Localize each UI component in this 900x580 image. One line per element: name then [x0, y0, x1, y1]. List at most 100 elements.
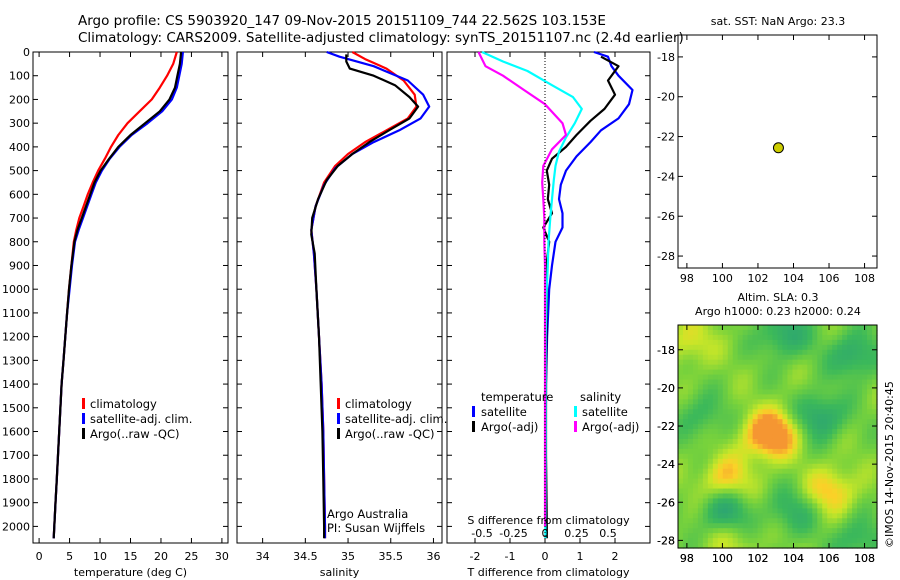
heatmap-cell: [822, 448, 828, 455]
heatmap-cell: [697, 344, 704, 351]
heatmap-cell: [687, 334, 694, 341]
heatmap-cell: [792, 523, 798, 529]
heatmap-cell: [767, 434, 774, 440]
heatmap-cell: [832, 354, 838, 361]
heatmap-cell: [842, 339, 848, 346]
heatmap-cell: [717, 434, 724, 440]
heatmap-cell: [692, 523, 699, 529]
heatmap-cell: [697, 483, 704, 490]
heatmap-cell: [822, 399, 828, 405]
heatmap-cell: [727, 434, 734, 440]
heatmap-cell: [777, 458, 784, 465]
heatmap-cell: [727, 354, 734, 361]
heatmap-cell: [822, 344, 828, 351]
heatmap-cell: [782, 359, 789, 366]
heatmap-cell: [812, 424, 818, 430]
heatmap-cell: [817, 419, 823, 425]
heatmap-cell: [702, 478, 709, 485]
heatmap-cell: [702, 488, 709, 495]
heatmap-cell: [817, 468, 823, 475]
heatmap-cell: [737, 538, 744, 544]
heatmap-cell: [812, 518, 818, 524]
heatmap-cell: [747, 374, 754, 381]
heatmap-cell: [697, 429, 704, 435]
heatmap-cell: [847, 483, 853, 490]
heatmap-cell: [762, 325, 769, 331]
heatmap-cell: [847, 543, 853, 549]
heatmap-cell: [697, 389, 704, 395]
heatmap-cell: [857, 458, 863, 465]
heatmap-cell: [777, 508, 784, 514]
heatmap-cell: [717, 528, 724, 534]
heatmap-cell: [802, 344, 808, 351]
heatmap-cell: [782, 448, 789, 455]
heatmap-cell: [862, 533, 868, 539]
heatmap-cell: [802, 468, 808, 475]
heatmap-cell: [717, 394, 724, 400]
x-tick-label: 108: [854, 552, 875, 565]
heatmap-cell: [847, 369, 853, 376]
heatmap-cell: [722, 438, 729, 445]
heatmap-cell: [747, 453, 754, 460]
heatmap-cell: [762, 394, 769, 400]
heatmap-cell: [797, 533, 803, 539]
heatmap-cell: [847, 458, 853, 465]
heatmap-cell: [727, 438, 734, 445]
heatmap-cell: [757, 349, 764, 356]
heatmap-cell: [697, 404, 704, 410]
heatmap-cell: [712, 528, 719, 534]
heatmap-cell: [862, 488, 868, 495]
x-tick-label: 30: [215, 550, 229, 563]
heatmap-cell: [722, 379, 729, 386]
heatmap-cell: [682, 458, 689, 465]
heatmap-cell: [782, 503, 789, 509]
heatmap-cell: [747, 369, 754, 376]
heatmap-cell: [787, 538, 794, 544]
heatmap-cell: [852, 473, 858, 480]
heatmap-cell: [727, 329, 734, 336]
heatmap-cell: [678, 384, 684, 391]
figure-title-line2: Climatology: CARS2009. Satellite-adjuste…: [78, 30, 684, 46]
heatmap-cell: [827, 379, 833, 386]
heatmap-cell: [812, 369, 818, 376]
heatmap-cell: [757, 473, 764, 480]
heatmap-cell: [752, 325, 759, 331]
heatmap-cell: [752, 473, 759, 480]
heatmap-cell: [702, 369, 709, 376]
heatmap-cell: [872, 513, 878, 519]
heatmap-cell: [802, 424, 808, 430]
heatmap-cell: [692, 414, 699, 420]
credit-line2: PI: Susan Wijffels: [327, 521, 425, 535]
heatmap-cell: [867, 414, 873, 420]
heatmap-cell: [802, 394, 808, 400]
heatmap-cell: [777, 503, 784, 509]
heatmap-cell: [807, 513, 813, 519]
heatmap-cell: [692, 483, 699, 490]
heatmap-cell: [807, 493, 813, 500]
heatmap-cell: [702, 409, 709, 415]
heatmap-cell: [827, 349, 833, 356]
heatmap-cell: [807, 483, 813, 490]
heatmap-cell: [712, 325, 719, 331]
legend-swatch: [337, 413, 340, 424]
heatmap-cell: [782, 463, 789, 470]
heatmap-cell: [847, 384, 853, 391]
heatmap-cell: [757, 389, 764, 395]
heatmap-cell: [772, 419, 779, 425]
legend-swatch: [82, 428, 85, 439]
heatmap-cell: [767, 448, 774, 455]
heatmap-cell: [678, 334, 684, 341]
heatmap-cell: [842, 374, 848, 381]
heatmap-cell: [857, 493, 863, 500]
heatmap-cell: [707, 334, 714, 341]
heatmap-cell: [832, 414, 838, 420]
heatmap-cell: [747, 448, 754, 455]
heatmap-cell: [792, 374, 798, 381]
heatmap-cell: [712, 453, 719, 460]
heatmap-cell: [867, 394, 873, 400]
heatmap-cell: [772, 538, 779, 544]
heatmap-cell: [697, 543, 704, 549]
heatmap-cell: [777, 523, 784, 529]
heatmap-cell: [682, 404, 689, 410]
